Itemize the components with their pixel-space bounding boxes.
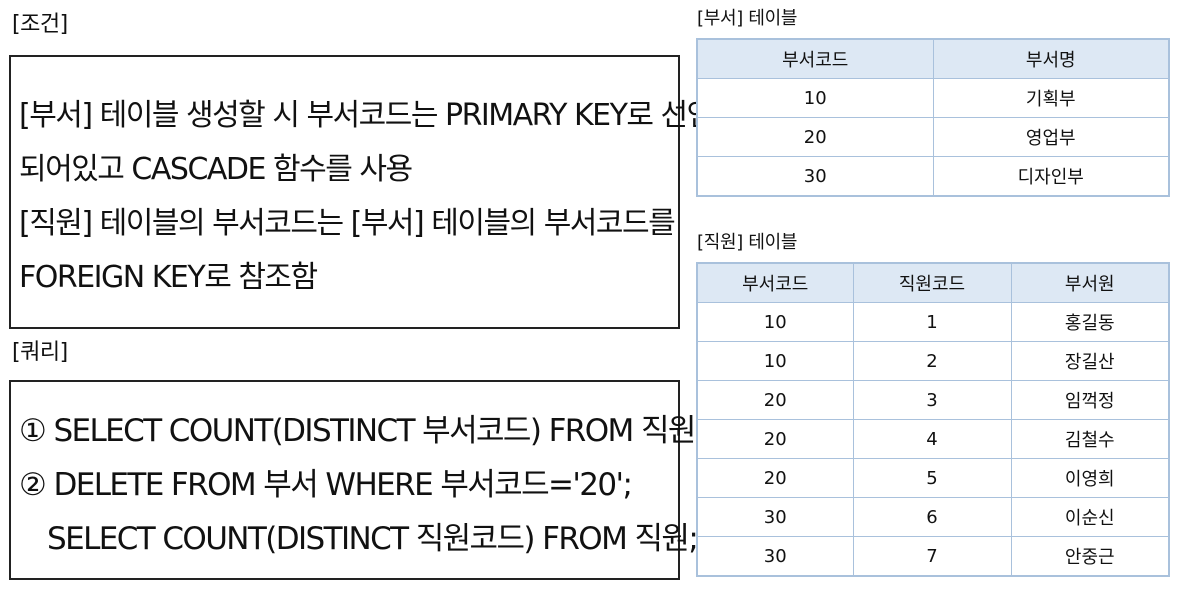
query-line: ② DELETE FROM 부서 WHERE 부서코드='20';	[19, 467, 633, 503]
table-cell: 3	[852, 380, 1012, 420]
query-line: ① SELECT COUNT(DISTINCT 부서코드) FROM 직원;	[19, 413, 705, 449]
table-cell: 10	[696, 78, 934, 118]
column-header: 부서원	[1010, 262, 1170, 303]
column-header: 부서코드	[696, 262, 854, 303]
table-row: 10 기획부	[696, 78, 1170, 118]
table-cell: 기획부	[932, 78, 1170, 118]
condition-line: 되어있고 CASCADE 함수를 사용	[19, 152, 413, 187]
condition-label: [조건]	[12, 12, 68, 37]
query-text: ① SELECT COUNT(DISTINCT 부서코드) FROM 직원; ②…	[19, 404, 705, 566]
table-cell: 4	[852, 419, 1012, 459]
table-cell: 10	[696, 302, 854, 342]
table-cell: 20	[696, 458, 854, 498]
table-row: 30 6 이순신	[696, 497, 1170, 537]
table-row: 20 4 김철수	[696, 419, 1170, 459]
table-cell: 디자인부	[932, 156, 1170, 197]
column-header: 직원코드	[852, 262, 1012, 303]
table-row: 20 5 이영희	[696, 458, 1170, 498]
dept-table: 부서코드 부서명 10 기획부 20 영업부 30 디자인부	[696, 38, 1170, 197]
condition-box: [부서] 테이블 생성할 시 부서코드는 PRIMARY KEY로 선언 되어있…	[9, 55, 714, 329]
table-cell: 이영희	[1010, 458, 1170, 498]
emp-table-title: [직원] 테이블	[697, 232, 798, 253]
condition-line: [부서] 테이블 생성할 시 부서코드는 PRIMARY KEY로 선언	[19, 98, 714, 133]
table-cell: 안중근	[1010, 536, 1170, 577]
table-cell: 20	[696, 380, 854, 420]
table-cell: 임꺽정	[1010, 380, 1170, 420]
table-row: 30 7 안중근	[696, 536, 1170, 577]
table-header-row: 부서코드 직원코드 부서원	[696, 262, 1170, 303]
table-row: 30 디자인부	[696, 156, 1170, 197]
table-cell: 1	[852, 302, 1012, 342]
table-cell: 김철수	[1010, 419, 1170, 459]
table-cell: 6	[852, 497, 1012, 537]
table-header-row: 부서코드 부서명	[696, 38, 1170, 79]
table-cell: 7	[852, 536, 1012, 577]
table-cell: 이순신	[1010, 497, 1170, 537]
condition-line: [직원] 테이블의 부서코드는 [부서] 테이블의 부서코드를	[19, 206, 676, 241]
table-cell: 2	[852, 341, 1012, 381]
table-cell: 30	[696, 536, 854, 577]
table-cell: 홍길동	[1010, 302, 1170, 342]
query-box: ① SELECT COUNT(DISTINCT 부서코드) FROM 직원; ②…	[9, 380, 705, 580]
column-header: 부서명	[932, 38, 1170, 79]
condition-text: [부서] 테이블 생성할 시 부서코드는 PRIMARY KEY로 선언 되어있…	[19, 89, 714, 305]
query-line: SELECT COUNT(DISTINCT 직원코드) FROM 직원;	[47, 521, 699, 557]
table-row: 10 1 홍길동	[696, 302, 1170, 342]
column-header: 부서코드	[696, 38, 934, 79]
table-cell: 20	[696, 419, 854, 459]
table-cell: 10	[696, 341, 854, 381]
table-row: 20 3 임꺽정	[696, 380, 1170, 420]
table-cell: 30	[696, 156, 934, 197]
dept-table-title: [부서] 테이블	[697, 8, 798, 29]
table-row: 10 2 장길산	[696, 341, 1170, 381]
table-row: 20 영업부	[696, 117, 1170, 157]
condition-line: FOREIGN KEY로 참조함	[19, 260, 318, 295]
emp-table: 부서코드 직원코드 부서원 10 1 홍길동 10 2 장길산 20 3 임꺽정…	[696, 262, 1170, 577]
table-cell: 30	[696, 497, 854, 537]
table-cell: 20	[696, 117, 934, 157]
table-cell: 5	[852, 458, 1012, 498]
table-cell: 영업부	[932, 117, 1170, 157]
table-cell: 장길산	[1010, 341, 1170, 381]
query-label: [쿼리]	[12, 340, 68, 365]
